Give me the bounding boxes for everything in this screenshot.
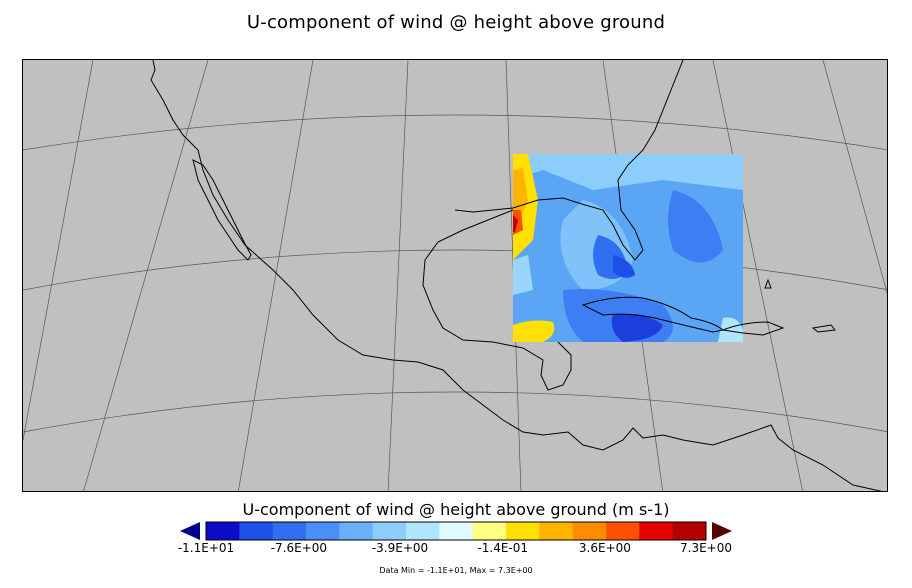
colorbar-title: U-component of wind @ height above groun… <box>242 500 670 519</box>
colorbar-swatch <box>372 522 407 540</box>
colorbar-border <box>205 521 707 541</box>
colorbar-swatch <box>306 522 340 540</box>
colorbar-swatch <box>572 522 607 540</box>
colorbar-tick-label: 7.3E+00 <box>680 541 732 555</box>
colorbar-tick-label: -3.9E+00 <box>371 541 429 555</box>
longitude-lines <box>23 60 887 491</box>
colorbar-swatch <box>272 522 307 540</box>
colorbar-swatch <box>639 522 674 540</box>
colorbar-swatch <box>506 522 540 540</box>
colorbar-swatches <box>205 521 707 541</box>
latitude-lines <box>23 114 887 433</box>
colorbar-swatch <box>239 522 274 540</box>
colorbar-swatch <box>439 522 474 540</box>
colorbar-swatch <box>339 522 374 540</box>
map-panel[interactable] <box>22 59 888 492</box>
coastlines <box>150 60 883 491</box>
colorbar-swatch <box>672 522 707 540</box>
wind-field <box>513 154 743 342</box>
colorbar-over-arrow <box>712 522 732 540</box>
data-range-text: Data Min = -1.1E+01, Max = 7.3E+00 <box>379 566 533 575</box>
colorbar-tick-label: 3.6E+00 <box>578 541 631 555</box>
colorbar <box>180 521 732 541</box>
colorbar-swatch <box>539 522 574 540</box>
map-title: U-component of wind @ height above groun… <box>246 12 666 33</box>
colorbar-tick-label: -7.6E+00 <box>270 541 328 555</box>
colorbar-tick-label: -1.4E-01 <box>477 541 529 555</box>
colorbar-under-arrow <box>180 522 200 540</box>
colorbar-swatch <box>406 522 440 540</box>
colorbar-swatch <box>472 522 507 540</box>
colorbar-tick-label: -1.1E+01 <box>177 541 235 555</box>
colorbar-swatch <box>206 522 240 540</box>
map-canvas[interactable] <box>23 60 888 492</box>
colorbar-swatch <box>606 522 640 540</box>
